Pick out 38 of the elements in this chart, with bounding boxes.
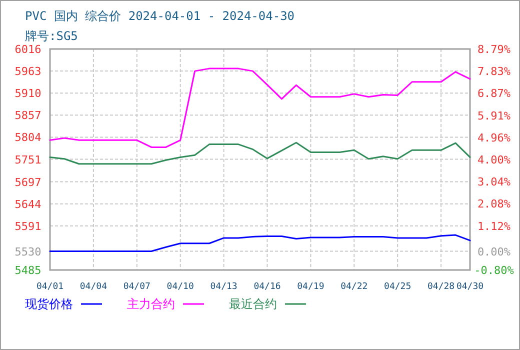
x-tick-label: 04/01 (36, 282, 64, 292)
y-tick-label: 5530 (14, 245, 42, 258)
y2-tick-label: 5.91% (477, 109, 511, 122)
y-tick-label: 6016 (14, 43, 42, 56)
y2-tick-label: 8.79% (477, 43, 511, 56)
x-tick-label: 04/10 (166, 282, 194, 292)
x-tick-label: 04/04 (80, 282, 107, 292)
x-tick-label: 04/16 (254, 282, 281, 292)
x-tick-label: 04/30 (456, 282, 484, 292)
y-tick-label: 5591 (14, 220, 42, 233)
y2-tick-label: 2.08% (477, 198, 511, 211)
y2-tick-label: 4.00% (477, 153, 511, 166)
legend-label: 主力合约 (127, 297, 175, 311)
y-tick-label: 5485 (14, 264, 42, 277)
x-tick-label: 04/22 (340, 282, 368, 292)
y2-tick-label: 3.04% (477, 176, 511, 189)
legend-label: 现货价格 (25, 297, 73, 311)
x-tick-label: 04/25 (384, 282, 412, 292)
x-tick-label: 04/19 (297, 282, 324, 292)
x-tick-label: 04/13 (210, 282, 238, 292)
chart-subtitle: 牌号:SG5 (25, 29, 78, 43)
x-tick-label: 04/07 (123, 282, 150, 292)
y2-tick-label: 1.12% (477, 220, 511, 233)
y-tick-label: 5857 (14, 109, 42, 122)
legend-label: 最近合约 (229, 297, 277, 311)
chart-title: PVC 国内 综合价 2024-04-01 - 2024-04-30 (25, 9, 295, 23)
y-tick-label: 5697 (14, 176, 42, 189)
y2-tick-label: 7.83% (477, 65, 511, 78)
y-tick-label: 5751 (14, 153, 42, 166)
y2-tick-label: -0.80% (474, 264, 514, 277)
y-tick-label: 5644 (14, 198, 42, 211)
y2-tick-label: 0.00% (477, 246, 511, 259)
x-tick-label: 04/28 (427, 282, 455, 292)
y-tick-label: 5910 (14, 87, 42, 100)
y2-tick-label: 4.96% (477, 131, 511, 144)
y-tick-label: 5963 (14, 65, 42, 78)
y2-tick-label: 6.87% (477, 87, 511, 100)
y-tick-label: 5804 (14, 131, 42, 144)
